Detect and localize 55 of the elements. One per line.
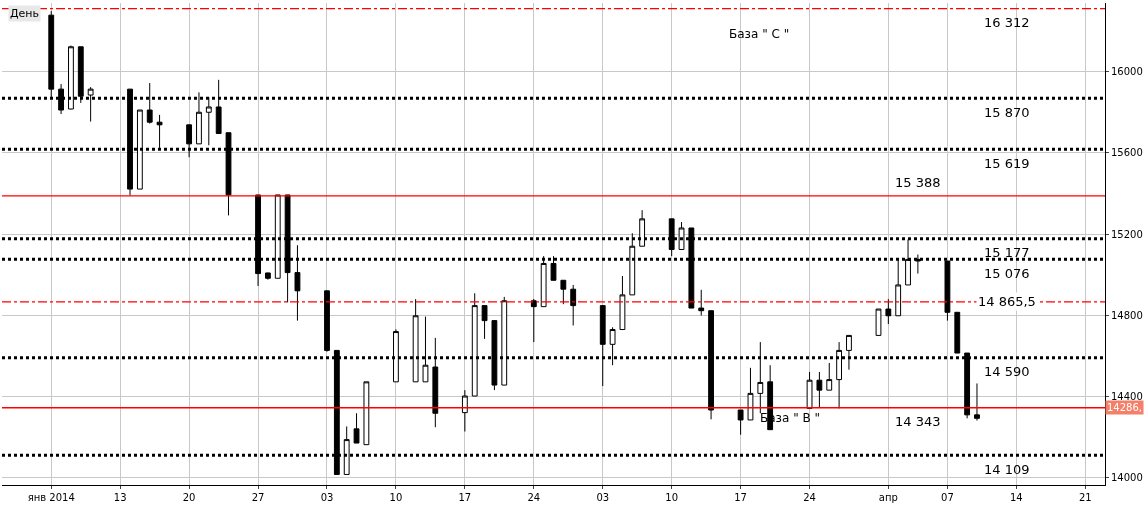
candlestick [619, 275, 626, 331]
y-tick-label: 14400 [1111, 390, 1143, 402]
text: 14286, [1107, 402, 1142, 413]
ref-line-label: 15 177 [984, 245, 1030, 260]
x-tick-label: 24 [803, 492, 816, 503]
ref-line-label: 14 865,5 [978, 294, 1036, 309]
candlestick [737, 409, 744, 436]
candlestick [570, 284, 577, 326]
candlestick [560, 279, 567, 305]
candlestick [826, 362, 833, 391]
x-tick-label: 03 [320, 492, 334, 503]
ref-line-label: 15 076 [984, 266, 1030, 281]
x-tick-label: 13 [113, 492, 127, 503]
candlestick [698, 289, 705, 317]
candlestick [885, 298, 892, 325]
chart-title: День [10, 7, 40, 20]
candlestick [363, 381, 370, 446]
y-tick-label: 15600 [1111, 147, 1143, 159]
x-tick-label: 20 [182, 492, 196, 503]
x-tick-label: 24 [527, 492, 541, 503]
ref-line-label: 15 870 [984, 105, 1030, 120]
candlestick [816, 371, 823, 408]
x-tick-label: 17 [458, 492, 472, 503]
x-tick-label: 10 [389, 492, 403, 503]
candlestick [806, 371, 813, 409]
candlestick [875, 308, 882, 336]
candlestick [324, 290, 330, 353]
y-tick-label: 15200 [1111, 228, 1143, 240]
ref-line-label: 15 388 [895, 175, 941, 190]
ref-line-label: 14 590 [984, 364, 1030, 379]
candlestick [461, 389, 468, 432]
x-tick-label: 07 [941, 492, 954, 503]
y-tick-label: 14000 [1111, 471, 1143, 483]
candlestick [353, 412, 360, 444]
candlestick [747, 367, 754, 421]
ref-line-label: 14 109 [984, 462, 1030, 477]
x-tick-label: янв 2014 [27, 492, 75, 503]
ref-line-label: 14 343 [895, 414, 941, 429]
candlestick [954, 311, 961, 354]
x-tick-label: 03 [596, 492, 610, 503]
x-tick-label: 17 [734, 492, 747, 503]
x-tick-label: 27 [251, 492, 265, 503]
ref-line-label: 16 312 [984, 15, 1030, 30]
candlestick [481, 305, 488, 340]
x-tick-label: 14 [1010, 492, 1023, 503]
y-tick-label: 14800 [1111, 309, 1143, 321]
annotation: База " С " [729, 27, 790, 41]
x-tick-label: апр [878, 492, 898, 503]
candlestick [974, 382, 980, 422]
x-tick-label: 21 [1078, 492, 1092, 503]
y-tick-label: 16000 [1111, 66, 1143, 78]
x-tick-label: 10 [665, 492, 679, 503]
candlestick [264, 272, 271, 281]
ref-line-label: 15 619 [984, 156, 1030, 171]
candlestick [530, 298, 537, 343]
